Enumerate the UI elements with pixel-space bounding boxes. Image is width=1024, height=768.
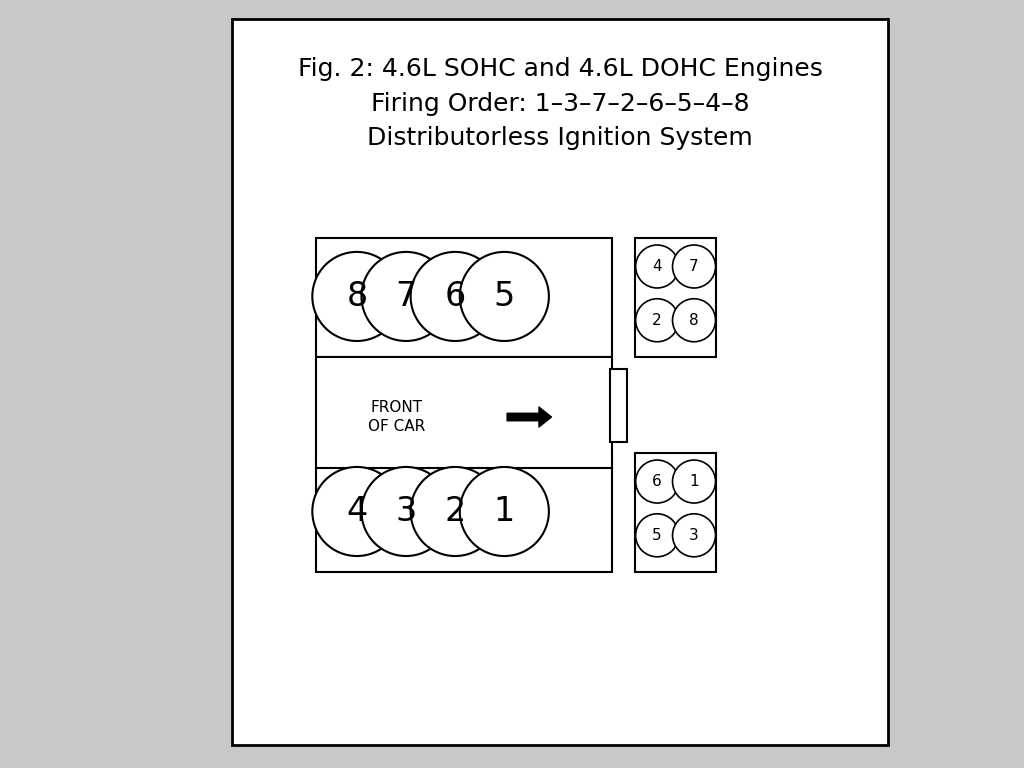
Text: 7: 7	[395, 280, 417, 313]
Circle shape	[673, 245, 716, 288]
Text: 7: 7	[689, 259, 698, 274]
Text: Distributorless Ignition System: Distributorless Ignition System	[368, 126, 753, 151]
Circle shape	[411, 252, 500, 341]
Bar	[316, 238, 611, 357]
Text: 3: 3	[395, 495, 417, 528]
Bar	[316, 453, 611, 572]
Text: 8: 8	[689, 313, 698, 328]
Bar	[635, 453, 716, 572]
Circle shape	[673, 460, 716, 503]
Text: 1: 1	[494, 495, 515, 528]
Circle shape	[636, 245, 679, 288]
Circle shape	[460, 252, 549, 341]
Circle shape	[312, 467, 401, 556]
Text: 5: 5	[494, 280, 515, 313]
Circle shape	[361, 252, 451, 341]
Text: 3: 3	[689, 528, 699, 543]
Circle shape	[312, 252, 401, 341]
Bar	[316, 357, 611, 468]
Circle shape	[636, 299, 679, 342]
Circle shape	[411, 467, 500, 556]
Bar	[610, 369, 627, 442]
Circle shape	[636, 460, 679, 503]
Text: 6: 6	[444, 280, 466, 313]
Bar	[635, 238, 716, 357]
Bar	[231, 19, 888, 745]
Text: 4: 4	[652, 259, 662, 274]
Text: OF CAR: OF CAR	[369, 419, 425, 434]
Text: 1: 1	[689, 474, 698, 489]
Circle shape	[673, 514, 716, 557]
Circle shape	[361, 467, 451, 556]
Text: Firing Order: 1–3–7–2–6–5–4–8: Firing Order: 1–3–7–2–6–5–4–8	[371, 91, 750, 116]
Circle shape	[636, 514, 679, 557]
Circle shape	[673, 299, 716, 342]
Text: 2: 2	[444, 495, 466, 528]
Circle shape	[460, 467, 549, 556]
Text: 6: 6	[652, 474, 663, 489]
Text: 4: 4	[346, 495, 368, 528]
Text: 5: 5	[652, 528, 662, 543]
Text: 2: 2	[652, 313, 662, 328]
Text: Fig. 2: 4.6L SOHC and 4.6L DOHC Engines: Fig. 2: 4.6L SOHC and 4.6L DOHC Engines	[298, 57, 822, 81]
Text: 8: 8	[346, 280, 368, 313]
Text: FRONT: FRONT	[371, 399, 423, 415]
